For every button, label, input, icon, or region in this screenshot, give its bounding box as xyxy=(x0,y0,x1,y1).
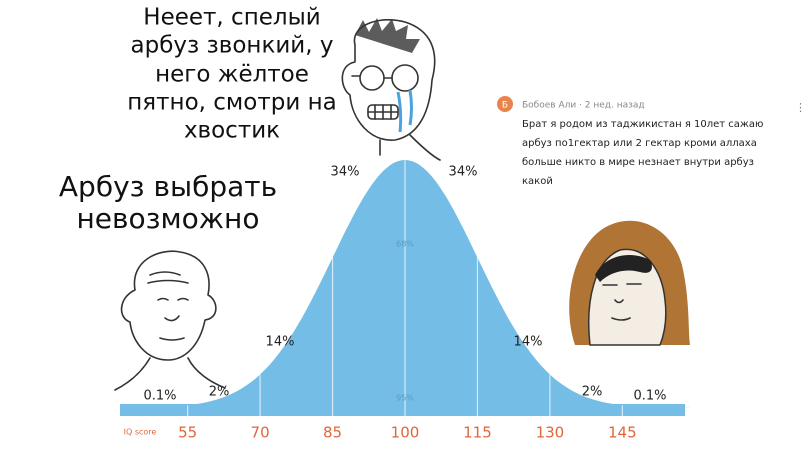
avatar-letter: Б xyxy=(502,101,508,111)
avatar xyxy=(497,96,513,112)
tick-label: 145 xyxy=(608,424,637,442)
comment-author: Бобоев Али · 2 нед. назад xyxy=(522,101,645,111)
tick-label: 130 xyxy=(536,424,565,442)
tick-label: 70 xyxy=(251,424,270,442)
band-label: 68% xyxy=(396,240,414,249)
left-caption: Арбуз выбрать xyxy=(59,170,277,203)
share-label: 34% xyxy=(449,165,478,180)
tick-label: 115 xyxy=(463,424,492,442)
share-label: 0.1% xyxy=(633,389,666,404)
tick-label: 100 xyxy=(391,424,420,442)
axis-bar xyxy=(120,404,685,416)
share-label: 34% xyxy=(331,165,360,180)
share-label: 14% xyxy=(266,335,295,350)
hooded-sketch xyxy=(569,220,690,346)
top-caption: пятно, смотри на xyxy=(127,90,336,116)
wojak-sketch xyxy=(114,250,226,391)
tick-label: 55 xyxy=(178,424,197,442)
comment-text: арбуз по1гектар или 2 гектар кроми аллах… xyxy=(522,138,757,149)
nerd-sketch xyxy=(341,18,441,161)
band-label: 95% xyxy=(396,394,414,403)
comment-text: Брат я родом из таджикистан я 10лет сажа… xyxy=(522,119,763,130)
share-label: 14% xyxy=(514,335,543,350)
tick-label: 85 xyxy=(323,424,342,442)
comment-text: какой xyxy=(522,176,553,187)
bell-curve: 55 70 85 100 115 130 145 IQ score 68% 95% 0.1% 2% 14… xyxy=(120,160,690,442)
share-label: 2% xyxy=(209,385,230,400)
top-caption: хвостик xyxy=(184,118,280,144)
share-label: 2% xyxy=(582,385,603,400)
top-caption: арбуз звонкий, у xyxy=(131,33,334,59)
comment: Б Бобоев Али · 2 нед. назад ⋮ Брат я род… xyxy=(497,96,806,187)
left-caption: невозможно xyxy=(77,202,260,235)
top-caption: Нееет, спелый xyxy=(143,5,320,31)
share-label: 0.1% xyxy=(143,389,176,404)
axis-label: IQ score xyxy=(124,428,157,437)
comment-text: больше никто в мире незнает внутри арбуз xyxy=(522,157,754,168)
top-caption: него жёлтое xyxy=(155,62,309,88)
comment-menu[interactable]: ⋮ xyxy=(795,101,806,114)
